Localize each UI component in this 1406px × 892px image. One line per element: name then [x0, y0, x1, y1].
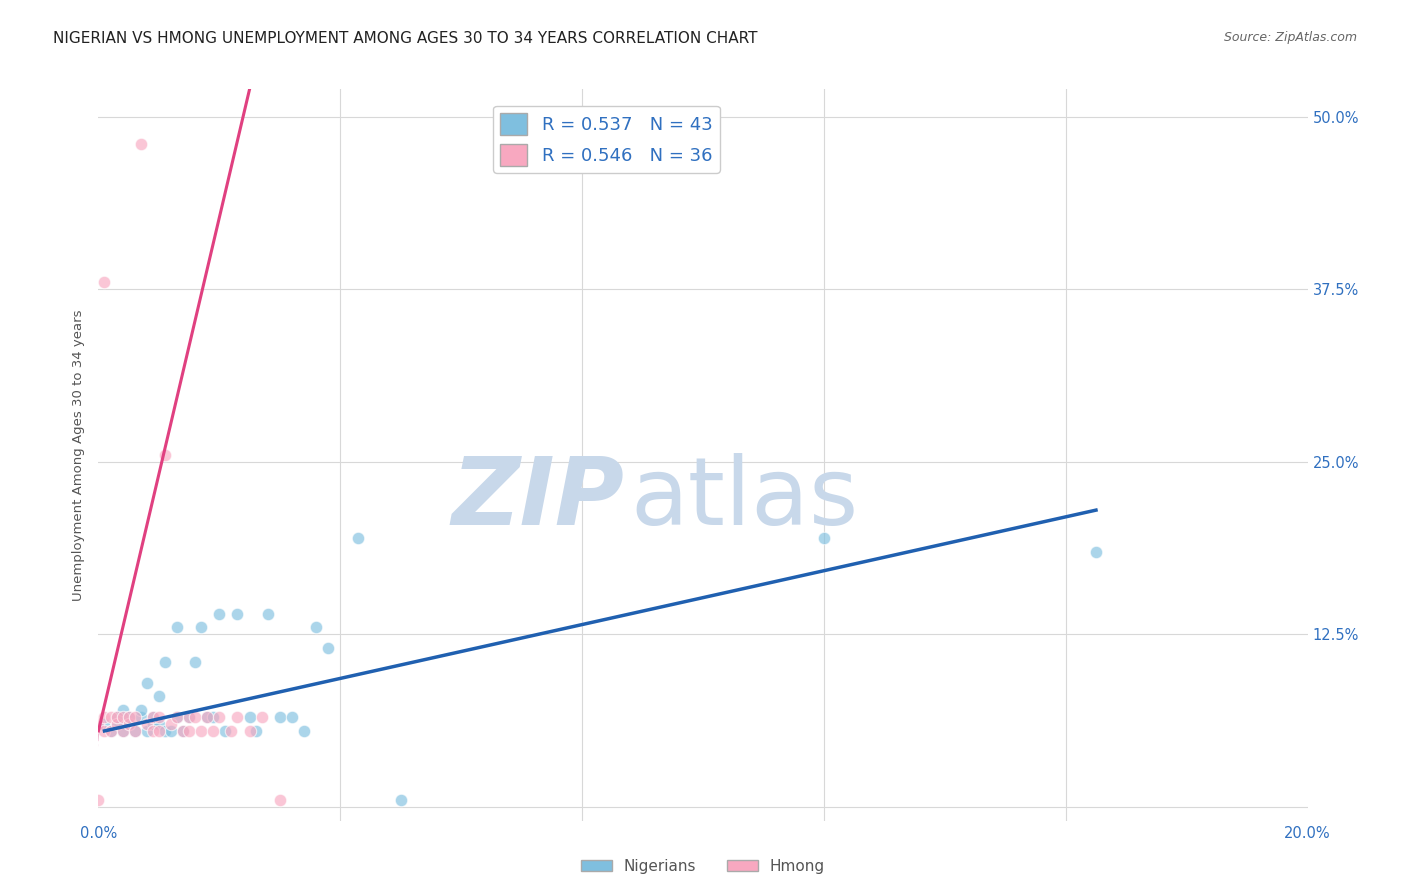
Text: NIGERIAN VS HMONG UNEMPLOYMENT AMONG AGES 30 TO 34 YEARS CORRELATION CHART: NIGERIAN VS HMONG UNEMPLOYMENT AMONG AGE… — [53, 31, 758, 46]
Point — [93, 717, 115, 731]
Point — [100, 723, 122, 738]
Point — [135, 717, 157, 731]
Point — [142, 710, 165, 724]
Point — [148, 690, 170, 704]
Point — [105, 717, 128, 731]
Point — [166, 710, 188, 724]
Point — [239, 710, 262, 724]
Point — [129, 137, 152, 152]
Point — [347, 531, 370, 545]
Point — [1085, 544, 1108, 558]
Point — [87, 717, 110, 731]
Point — [179, 723, 201, 738]
Point — [105, 717, 128, 731]
Point — [135, 675, 157, 690]
Point — [148, 717, 170, 731]
Point — [129, 703, 152, 717]
Point — [111, 710, 134, 724]
Text: ZIP: ZIP — [451, 453, 624, 545]
Point — [166, 620, 188, 634]
Point — [142, 717, 165, 731]
Point — [179, 710, 201, 724]
Point — [111, 723, 134, 738]
Point — [813, 531, 835, 545]
Point — [124, 723, 146, 738]
Point — [250, 710, 273, 724]
Point — [105, 710, 128, 724]
Point — [153, 448, 176, 462]
Point — [118, 717, 141, 731]
Point — [190, 723, 212, 738]
Point — [172, 723, 194, 738]
Point — [208, 607, 231, 621]
Point — [105, 710, 128, 724]
Point — [153, 655, 176, 669]
Text: Source: ZipAtlas.com: Source: ZipAtlas.com — [1223, 31, 1357, 45]
Point — [148, 723, 170, 738]
Legend: Nigerians, Hmong: Nigerians, Hmong — [575, 853, 831, 880]
Point — [281, 710, 304, 724]
Point — [226, 607, 249, 621]
Point — [195, 710, 218, 724]
Point — [118, 710, 141, 724]
Point — [221, 723, 243, 738]
Point — [179, 710, 201, 724]
Point — [316, 641, 339, 656]
Point — [93, 723, 115, 738]
Point — [93, 710, 115, 724]
Point — [118, 717, 141, 731]
Point — [226, 710, 249, 724]
Point — [142, 710, 165, 724]
Point — [111, 723, 134, 738]
Text: atlas: atlas — [630, 453, 859, 545]
Point — [135, 723, 157, 738]
Y-axis label: Unemployment Among Ages 30 to 34 years: Unemployment Among Ages 30 to 34 years — [72, 310, 86, 600]
Point — [160, 723, 183, 738]
Point — [93, 276, 115, 290]
Point — [118, 710, 141, 724]
Point — [292, 723, 315, 738]
Point — [202, 723, 225, 738]
Point — [100, 723, 122, 738]
Point — [239, 723, 262, 738]
Point — [124, 710, 146, 724]
Point — [269, 710, 291, 724]
Point — [245, 723, 267, 738]
Point — [305, 620, 328, 634]
Legend: R = 0.537   N = 43, R = 0.546   N = 36: R = 0.537 N = 43, R = 0.546 N = 36 — [494, 105, 720, 173]
Point — [87, 793, 110, 807]
Point — [172, 723, 194, 738]
Point — [195, 710, 218, 724]
Point — [269, 793, 291, 807]
Point — [214, 723, 236, 738]
Point — [202, 710, 225, 724]
Point — [148, 710, 170, 724]
Point — [111, 703, 134, 717]
Point — [184, 710, 207, 724]
Point — [190, 620, 212, 634]
Point — [160, 717, 183, 731]
Point — [208, 710, 231, 724]
Point — [184, 655, 207, 669]
Point — [166, 710, 188, 724]
Point — [256, 607, 278, 621]
Point — [389, 793, 412, 807]
Point — [100, 710, 122, 724]
Point — [129, 710, 152, 724]
Point — [142, 723, 165, 738]
Point — [124, 723, 146, 738]
Point — [153, 723, 176, 738]
